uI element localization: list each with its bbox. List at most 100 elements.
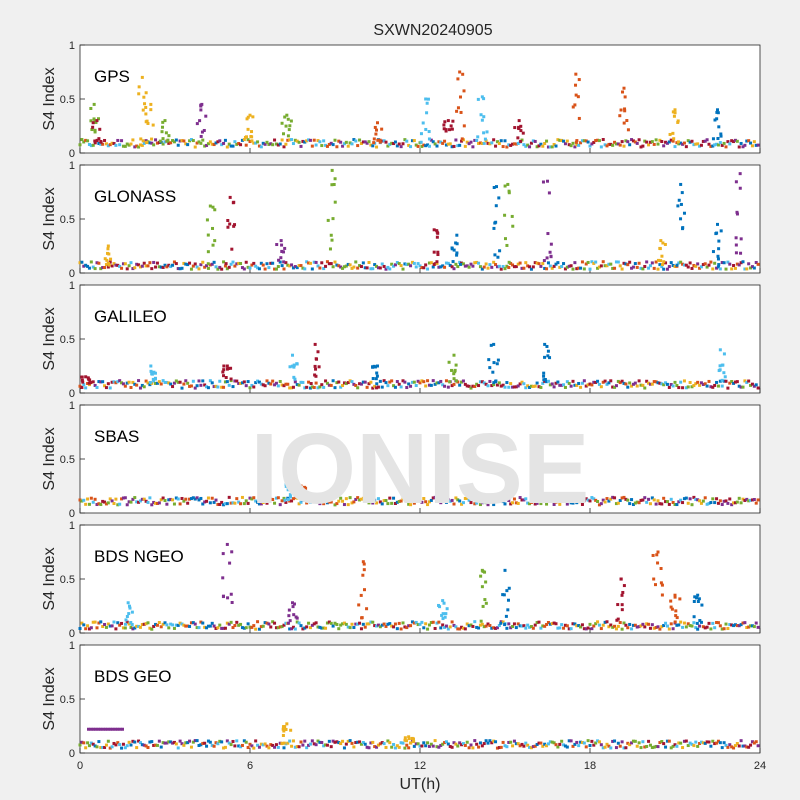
data-point xyxy=(216,742,220,746)
data-point xyxy=(378,140,382,144)
data-point xyxy=(690,742,694,746)
data-point xyxy=(214,384,218,388)
data-point xyxy=(326,218,330,222)
data-point xyxy=(476,135,480,139)
data-point xyxy=(628,143,632,147)
data-point xyxy=(635,744,639,748)
data-point xyxy=(361,261,365,265)
data-point xyxy=(405,626,409,630)
data-point xyxy=(278,142,282,146)
data-point xyxy=(620,608,624,612)
data-point xyxy=(667,385,671,389)
data-point xyxy=(738,186,742,190)
data-point xyxy=(620,593,624,597)
data-point xyxy=(113,727,117,731)
data-point xyxy=(673,111,677,115)
data-point xyxy=(299,264,303,268)
data-point xyxy=(301,139,305,143)
data-point xyxy=(435,144,439,148)
data-point xyxy=(524,386,528,390)
data-point xyxy=(450,246,454,250)
data-point xyxy=(322,139,326,143)
data-point xyxy=(82,140,86,144)
data-point xyxy=(285,113,289,117)
data-point xyxy=(454,363,458,367)
data-point xyxy=(645,379,649,383)
data-point xyxy=(756,262,760,266)
data-point xyxy=(148,496,152,500)
data-point xyxy=(422,626,426,630)
data-point xyxy=(674,609,678,613)
data-point xyxy=(626,128,630,132)
data-point xyxy=(180,496,184,500)
data-point xyxy=(295,620,299,624)
data-point xyxy=(276,496,280,500)
data-point xyxy=(393,746,397,750)
data-point xyxy=(171,623,175,627)
data-point xyxy=(522,143,526,147)
data-point xyxy=(491,370,495,374)
data-point xyxy=(261,624,265,628)
data-point xyxy=(715,380,719,384)
data-point xyxy=(174,262,178,266)
data-point xyxy=(98,127,102,131)
data-point xyxy=(501,740,505,744)
data-point xyxy=(717,239,721,243)
data-point xyxy=(420,744,424,748)
data-point xyxy=(380,127,384,131)
data-point xyxy=(407,382,411,386)
x-tick-label: 0 xyxy=(77,760,83,772)
data-point xyxy=(142,141,146,145)
data-point xyxy=(307,498,311,502)
data-point xyxy=(624,623,628,627)
data-point xyxy=(453,370,457,374)
data-point xyxy=(178,267,182,271)
data-point xyxy=(567,627,571,631)
data-point xyxy=(180,742,184,746)
data-point xyxy=(303,626,307,630)
data-point xyxy=(317,365,321,369)
data-point xyxy=(303,485,307,489)
data-point xyxy=(93,119,97,123)
data-point xyxy=(575,383,579,387)
y-tick-label: 1 xyxy=(69,40,75,52)
data-point xyxy=(205,499,209,503)
data-point xyxy=(522,744,526,748)
data-point xyxy=(473,620,477,624)
data-point xyxy=(654,138,658,142)
data-point xyxy=(718,364,722,368)
data-point xyxy=(286,117,290,121)
data-point xyxy=(713,501,717,505)
data-point xyxy=(698,741,702,745)
data-point xyxy=(131,380,135,384)
data-point xyxy=(705,625,709,629)
data-point xyxy=(446,498,450,502)
data-point xyxy=(267,142,271,146)
data-point xyxy=(331,143,335,147)
data-point xyxy=(293,380,297,384)
data-point xyxy=(732,746,736,750)
data-point xyxy=(180,386,184,390)
y-tick-label: 0 xyxy=(69,628,75,640)
data-point xyxy=(165,265,169,269)
data-point xyxy=(154,743,158,747)
data-point xyxy=(288,739,292,743)
data-point xyxy=(661,262,665,266)
data-point xyxy=(549,255,553,259)
data-point xyxy=(499,267,503,271)
data-point xyxy=(144,112,148,116)
data-point xyxy=(511,501,515,505)
data-point xyxy=(446,742,450,746)
data-point xyxy=(307,743,311,747)
data-point xyxy=(665,141,669,145)
data-point xyxy=(265,379,269,383)
data-point xyxy=(590,260,594,264)
data-point xyxy=(695,621,699,625)
data-point xyxy=(103,622,107,626)
data-point xyxy=(628,743,632,747)
data-point xyxy=(148,261,152,265)
data-point xyxy=(433,739,437,743)
data-point xyxy=(671,139,675,143)
data-point xyxy=(671,263,675,267)
data-point xyxy=(697,597,701,601)
